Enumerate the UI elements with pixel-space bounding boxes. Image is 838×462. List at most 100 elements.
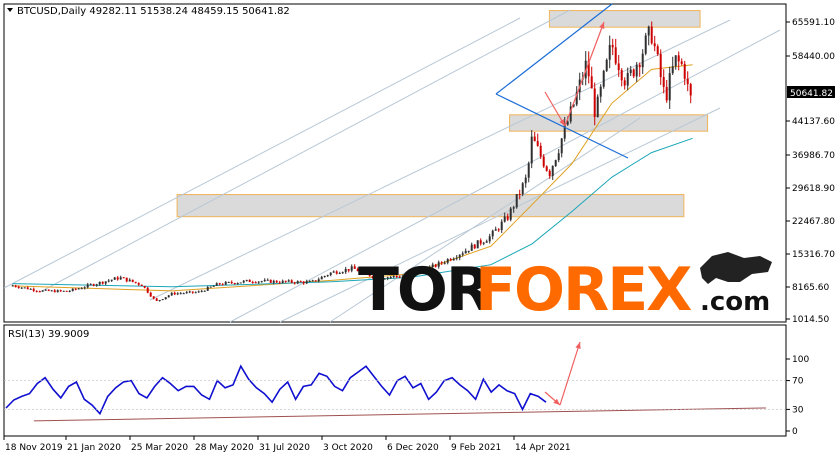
candle-body xyxy=(155,298,158,301)
candle-body xyxy=(71,288,74,291)
candle-body xyxy=(254,282,257,284)
candle-body xyxy=(329,272,332,276)
candle-body xyxy=(656,46,659,55)
candle-body xyxy=(338,273,341,275)
channel-line-4 xyxy=(229,29,781,323)
candle-body xyxy=(158,299,161,301)
candle-body xyxy=(116,277,119,280)
candle-body xyxy=(380,278,383,280)
rsi-y-tick-label: 30 xyxy=(792,405,804,415)
candle-body xyxy=(245,279,248,281)
candle-body xyxy=(500,221,503,231)
candle-body xyxy=(47,289,50,291)
x-tick-label: 28 May 2020 xyxy=(195,443,254,453)
candle-body xyxy=(308,280,311,282)
candle-body xyxy=(113,277,116,280)
candle-body xyxy=(173,292,176,295)
zone-1 xyxy=(548,10,701,28)
candle-body xyxy=(623,80,626,86)
torforex-logo: TOR FOREX .com xyxy=(358,252,772,325)
candle-body xyxy=(365,270,368,274)
candle-body xyxy=(671,66,674,74)
candle-body xyxy=(560,138,563,154)
candle-body xyxy=(326,275,329,277)
candle-body xyxy=(482,242,485,244)
candle-body xyxy=(302,281,305,284)
candle-body xyxy=(335,271,338,274)
candle-body xyxy=(404,276,407,278)
candle-body xyxy=(143,285,146,288)
candle-body xyxy=(425,270,428,272)
candle-body xyxy=(248,279,251,283)
y-tick-label: 44137.60 xyxy=(792,117,835,127)
candle-body xyxy=(128,279,131,282)
dropdown-triangle-icon[interactable] xyxy=(7,8,13,12)
candle-body xyxy=(236,283,239,285)
candle-body xyxy=(659,54,662,78)
candle-body xyxy=(257,281,260,283)
candle-body xyxy=(152,296,155,299)
candle-body xyxy=(572,104,575,107)
candle-body xyxy=(599,86,602,97)
candle-body xyxy=(260,281,263,283)
candle-body xyxy=(293,282,296,284)
candle-body xyxy=(587,60,590,77)
candle-body xyxy=(221,284,224,286)
candle-body xyxy=(296,281,299,284)
candle-body xyxy=(602,70,605,87)
candle-body xyxy=(272,280,275,283)
candle-body xyxy=(434,264,437,267)
candle-body xyxy=(299,281,302,283)
candle-body xyxy=(206,287,209,291)
candle-body xyxy=(59,290,62,292)
candle-body xyxy=(551,165,554,176)
candle-body xyxy=(350,266,353,271)
candle-body xyxy=(44,289,47,291)
last-price-label: 50641.82 xyxy=(790,89,833,99)
candle-body xyxy=(41,290,44,292)
candle-body xyxy=(161,299,164,301)
candle-body xyxy=(140,284,143,286)
candle-body xyxy=(209,286,212,288)
candle-body xyxy=(542,156,545,167)
candle-body xyxy=(386,277,389,279)
candle-body xyxy=(455,257,458,259)
candle-body xyxy=(566,121,569,125)
x-tick-label: 18 Nov 2019 xyxy=(5,443,63,453)
candle-body xyxy=(119,277,122,280)
candle-body xyxy=(194,292,197,294)
candle-body xyxy=(638,64,641,68)
candle-body xyxy=(443,262,446,264)
candle-body xyxy=(227,281,230,283)
candle-body xyxy=(68,290,71,292)
candle-body xyxy=(440,262,443,264)
candle-body xyxy=(647,26,650,36)
candle-body xyxy=(485,241,488,243)
channel-line-1 xyxy=(3,17,521,289)
candle-body xyxy=(467,250,470,252)
candle-body xyxy=(215,283,218,286)
candle-body xyxy=(50,290,53,292)
wedge-lower-line xyxy=(495,93,629,159)
y-tick-label: 58440.00 xyxy=(792,52,835,62)
candle-body xyxy=(311,280,314,282)
rsi-pane-frame xyxy=(3,324,787,437)
candle-body xyxy=(65,290,68,292)
x-tick-label: 3 Oct 2020 xyxy=(323,443,373,453)
candle-body xyxy=(314,280,317,282)
candle-body xyxy=(509,208,512,220)
candle-body xyxy=(617,63,620,71)
candle-body xyxy=(179,293,182,295)
candle-body xyxy=(224,282,227,285)
candle-body xyxy=(503,216,506,222)
candle-body xyxy=(32,288,35,291)
candle-body xyxy=(458,254,461,258)
ma-slow-line xyxy=(12,137,693,288)
candle-body xyxy=(56,290,59,293)
candle-body xyxy=(371,276,374,278)
candle-body xyxy=(74,288,77,290)
candle-body xyxy=(98,281,101,285)
candle-body xyxy=(11,285,14,287)
x-tick-label: 6 Dec 2020 xyxy=(387,443,439,453)
candle-body xyxy=(392,276,395,278)
